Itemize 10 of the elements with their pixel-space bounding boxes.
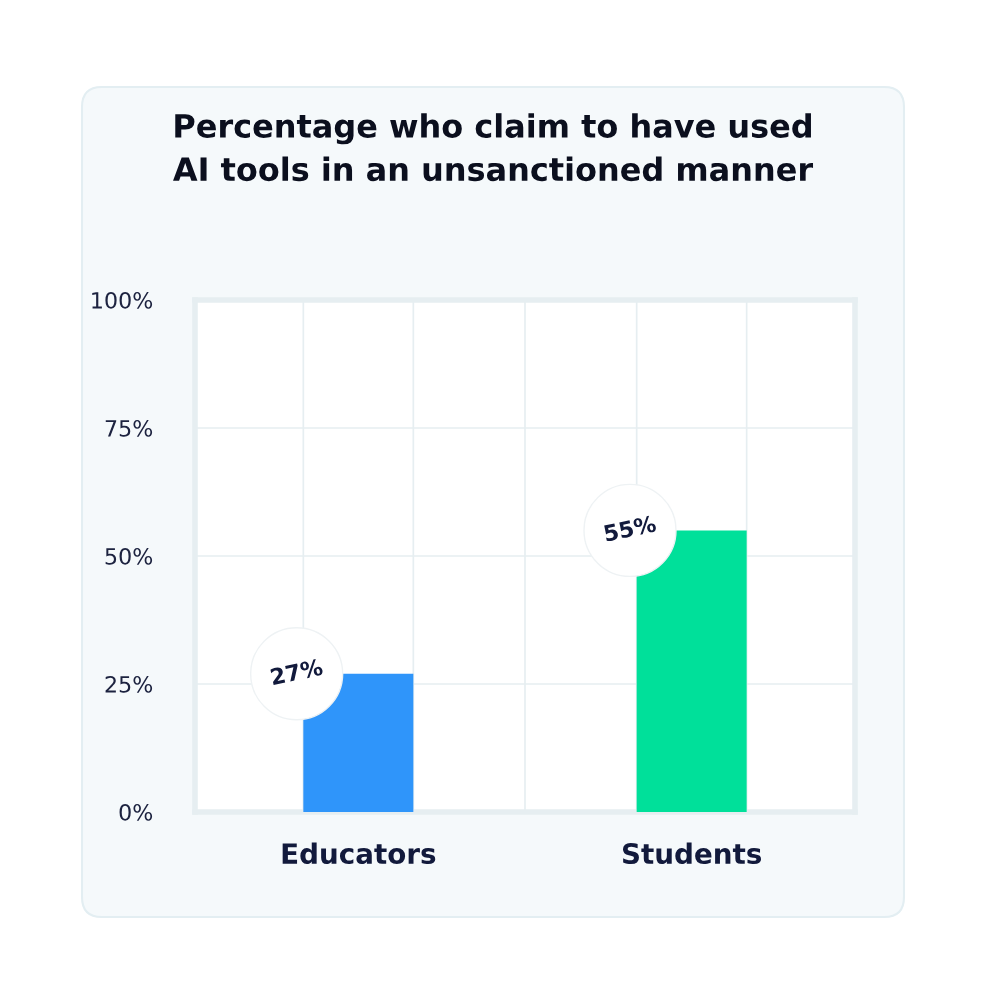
y-tick-label: 25% <box>105 675 153 693</box>
y-tick-label: 100% <box>92 291 153 309</box>
data-label: 27% <box>270 658 324 686</box>
data-label: 55% <box>603 514 657 542</box>
chart-title: Percentage who claim to have used AI tools in an unsanctioned manner <box>173 113 814 182</box>
y-tick-label: 75% <box>105 419 153 437</box>
x-tick-label: Students <box>622 842 762 865</box>
y-tick-label: 0% <box>119 803 153 821</box>
x-tick-label: Educators <box>282 842 436 865</box>
y-tick-label: 50% <box>105 547 153 565</box>
